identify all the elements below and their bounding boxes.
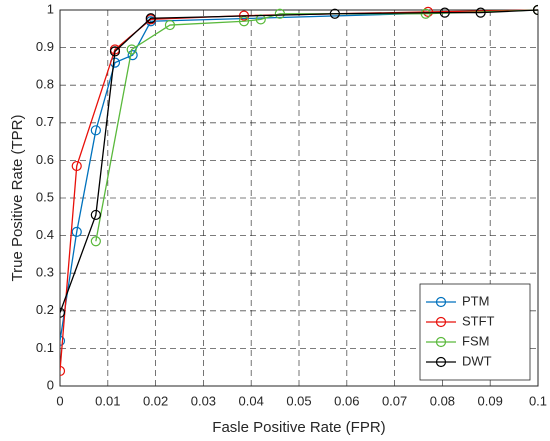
y-axis-label: True Positive Rate (TPR)	[9, 115, 26, 282]
series-marker	[439, 7, 450, 18]
x-tick-label: 0.1	[529, 393, 547, 408]
series-marker	[60, 307, 66, 318]
x-tick-label: 0.09	[478, 393, 503, 408]
legend-marker	[435, 336, 447, 348]
series-marker	[90, 236, 101, 247]
x-tick-label: 0.02	[143, 393, 168, 408]
x-tick-label: 0.01	[95, 393, 120, 408]
x-tick-label: 0.05	[286, 393, 311, 408]
series-marker	[90, 209, 101, 221]
y-tick-label: 1	[47, 1, 54, 16]
y-tick-label: 0	[47, 377, 54, 392]
y-tick-label: 0.9	[36, 39, 54, 54]
series-marker	[71, 226, 82, 237]
series-marker	[109, 46, 121, 57]
legend-label: DWT	[462, 353, 492, 368]
y-tick-label: 0.7	[36, 114, 54, 129]
series-marker	[60, 335, 66, 346]
legend-marker	[435, 296, 447, 308]
y-tick-label: 0.1	[36, 340, 54, 355]
x-tick-label: 0.08	[430, 393, 455, 408]
series-marker	[127, 50, 138, 61]
series-marker	[145, 13, 156, 24]
legend-box	[419, 283, 531, 381]
y-tick-label: 0.5	[36, 189, 54, 204]
series-line	[60, 9, 538, 341]
series-marker	[90, 125, 101, 136]
legend-marker	[435, 316, 447, 328]
series-marker	[329, 8, 340, 19]
series-marker	[126, 44, 137, 55]
legend-label: STFT	[462, 313, 495, 328]
x-tick-label: 0.03	[191, 393, 216, 408]
series-marker	[164, 19, 176, 31]
series-marker	[255, 14, 266, 25]
x-tick-label: 0	[56, 393, 63, 408]
x-axis-label: Fasle Positive Rate (FPR)	[212, 419, 385, 436]
legend-label: FSM	[462, 333, 489, 348]
y-tick-label: 0.2	[36, 302, 54, 317]
y-tick-label: 0.3	[36, 265, 54, 280]
series-line	[95, 9, 538, 242]
series-marker	[420, 8, 431, 19]
legend-marker	[435, 356, 447, 368]
x-tick-label: 0.04	[239, 393, 264, 408]
x-tick-label: 0.07	[382, 393, 407, 408]
y-tick-label: 0.6	[36, 152, 54, 167]
legend-label: PTM	[462, 293, 489, 308]
series-line	[60, 9, 538, 372]
series-marker	[422, 6, 434, 17]
series-marker	[71, 160, 82, 172]
y-tick-label: 0.8	[36, 77, 54, 92]
y-tick-label: 0.4	[36, 227, 54, 242]
series-marker	[238, 16, 250, 27]
x-tick-label: 0.06	[334, 393, 359, 408]
series-marker	[274, 8, 285, 19]
series-marker	[532, 4, 538, 16]
plot-frame	[59, 9, 539, 387]
series-marker	[475, 7, 486, 18]
series-marker	[60, 365, 66, 377]
series-line	[60, 9, 538, 313]
